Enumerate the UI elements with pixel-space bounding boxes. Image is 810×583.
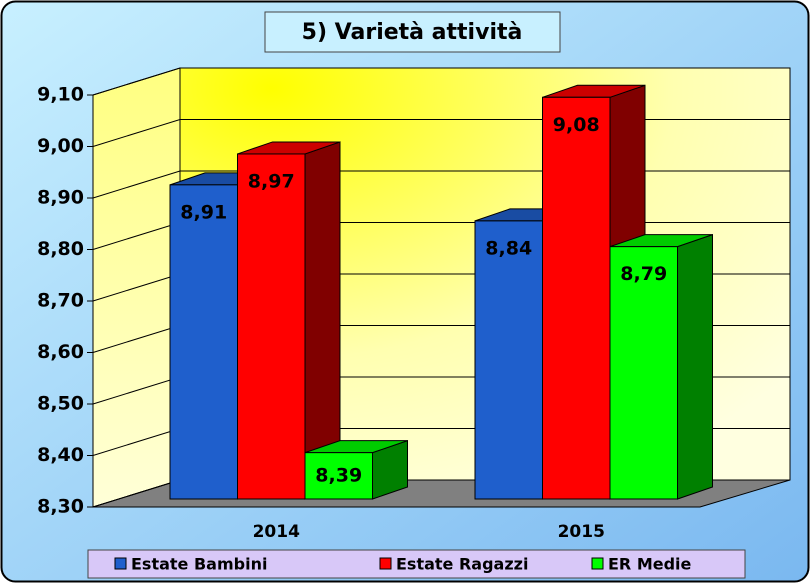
bar: [474, 220, 543, 500]
title-box: [264, 11, 561, 53]
y-tick-label: 8,50: [37, 393, 84, 415]
bar: [169, 184, 238, 500]
bar: [304, 452, 373, 500]
bar: [609, 246, 678, 500]
bar-side: [677, 233, 713, 500]
legend-swatch: [379, 557, 392, 570]
x-tick-label: 2014: [253, 522, 300, 542]
legend: [87, 549, 746, 579]
y-tick-label: 8,70: [37, 290, 84, 312]
y-tick-label: 8,30: [37, 496, 84, 518]
grid-line: [92, 67, 790, 96]
legend-swatch: [114, 557, 127, 570]
y-tick-label: 8,80: [37, 238, 84, 260]
bar: [542, 96, 611, 500]
data-label: 8,97: [248, 170, 295, 192]
legend-label: Estate Bambini: [131, 555, 267, 574]
data-label: 8,84: [485, 237, 532, 259]
y-tick-label: 8,90: [37, 187, 84, 209]
legend-label: ER Medie: [608, 555, 692, 574]
chart-title: 5) Varietà attività: [302, 20, 523, 45]
legend-label: Estate Ragazzi: [396, 555, 528, 574]
bar: [237, 153, 306, 500]
y-tick-label: 9,10: [37, 84, 84, 106]
x-tick-label: 2015: [558, 522, 605, 542]
data-label: 9,08: [553, 114, 600, 136]
y-tick-label: 8,60: [37, 341, 84, 363]
data-label: 8,39: [315, 464, 362, 486]
data-label: 8,79: [620, 263, 667, 285]
data-label: 8,91: [180, 201, 227, 223]
y-tick-label: 9,00: [37, 135, 84, 157]
y-tick-label: 8,40: [37, 444, 84, 466]
legend-swatch: [591, 557, 604, 570]
